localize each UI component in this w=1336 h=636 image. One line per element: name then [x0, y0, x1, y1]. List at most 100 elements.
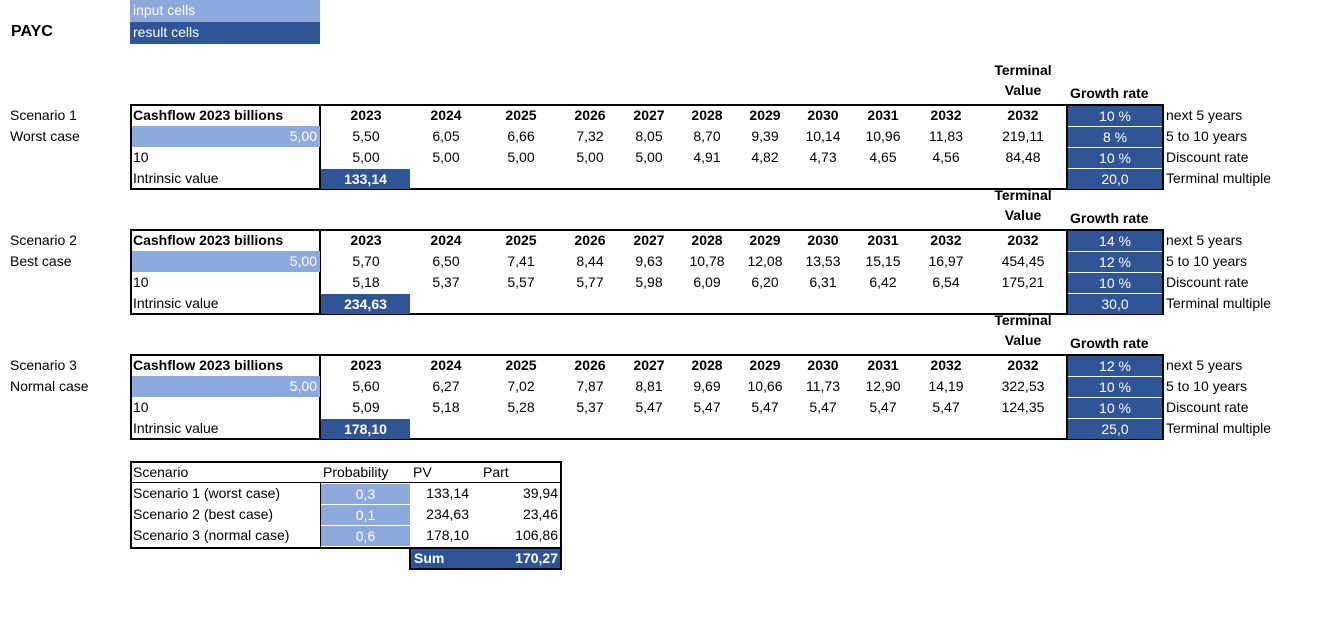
year-header: 2029 — [749, 232, 781, 248]
scenario-case: Worst case — [10, 128, 80, 144]
summary-row-probability[interactable]: 0,6 — [321, 526, 410, 546]
year-header: 2025 — [505, 107, 537, 123]
legend-result-cells: result cells — [130, 22, 320, 44]
scenario-case: Normal case — [10, 378, 89, 394]
terminal-pv: 175,21 — [1001, 274, 1045, 290]
param-label: next 5 years — [1166, 107, 1243, 123]
cashflow-input[interactable]: 5,00 — [132, 251, 320, 272]
param-value[interactable]: 20,0 — [1068, 169, 1162, 189]
label-column-box — [130, 104, 321, 190]
year-header: 2027 — [633, 232, 665, 248]
year-header: 2027 — [633, 357, 665, 373]
cashflow-input[interactable]: 5,00 — [132, 376, 320, 397]
year-header: 2025 — [505, 357, 537, 373]
cashflow-value: 8,81 — [635, 378, 663, 394]
year-header: 2023 — [350, 357, 382, 373]
terminal-value: 454,45 — [1001, 253, 1045, 269]
discounted-value: 6,42 — [869, 274, 897, 290]
intrinsic-value: 178,10 — [321, 419, 410, 439]
param-value[interactable]: 10 % — [1068, 377, 1162, 397]
discounted-value: 4,65 — [869, 149, 897, 165]
cashflow-value: 8,44 — [576, 253, 604, 269]
discounted-value: 5,47 — [932, 399, 960, 415]
terminal-header-line1: Terminal — [994, 187, 1052, 203]
summary-row-probability[interactable]: 0,1 — [321, 505, 410, 525]
summary-row-scenario: Scenario 3 (normal case) — [133, 527, 290, 543]
year-header: 2026 — [574, 232, 606, 248]
param-value[interactable]: 30,0 — [1068, 294, 1162, 314]
scenario-name: Scenario 2 — [10, 232, 77, 248]
discounted-value: 5,00 — [507, 149, 535, 165]
cashflow-value: 12,90 — [865, 378, 901, 394]
cashflow-value: 14,19 — [928, 378, 964, 394]
years-count: 10 — [133, 274, 149, 290]
year-header: 2032 — [930, 107, 962, 123]
discounted-value: 6,09 — [693, 274, 721, 290]
param-label: next 5 years — [1166, 357, 1243, 373]
cashflow-value: 5,70 — [352, 253, 380, 269]
params-box — [1066, 104, 1164, 190]
year-header: 2029 — [749, 107, 781, 123]
terminal-value: 219,11 — [1002, 128, 1044, 144]
company-ticker: PAYC — [11, 23, 53, 40]
cashflow-value: 10,96 — [865, 128, 901, 144]
param-value[interactable]: 12 % — [1068, 356, 1162, 376]
intrinsic-value: 234,63 — [321, 294, 410, 314]
cashflow-value: 7,32 — [576, 128, 604, 144]
discounted-value: 5,00 — [576, 149, 604, 165]
cashflow-input[interactable]: 5,00 — [132, 126, 320, 147]
terminal-header-line2: Value — [1004, 82, 1042, 98]
param-label: Terminal multiple — [1166, 295, 1272, 311]
summary-row-scenario: Scenario 2 (best case) — [133, 506, 274, 522]
intrinsic-label: Intrinsic value — [133, 295, 219, 311]
scenario-case: Best case — [10, 253, 72, 269]
year-header: 2025 — [505, 232, 537, 248]
cashflow-value: 12,08 — [747, 253, 783, 269]
discounted-value: 5,57 — [507, 274, 535, 290]
discounted-value: 4,56 — [932, 149, 960, 165]
cashflow-value: 6,27 — [432, 378, 460, 394]
param-value[interactable]: 8 % — [1068, 127, 1162, 147]
terminal-value: 322,53 — [1001, 378, 1045, 394]
year-header: 2030 — [807, 232, 839, 248]
cashflow-value: 10,78 — [689, 253, 725, 269]
terminal-year: 2032 — [1007, 107, 1039, 123]
summary-row-pv: 178,10 — [426, 527, 469, 543]
param-value[interactable]: 12 % — [1068, 252, 1162, 272]
year-header: 2032 — [930, 357, 962, 373]
discounted-value: 4,73 — [809, 149, 837, 165]
terminal-header-line1: Terminal — [994, 62, 1052, 78]
terminal-header-line2: Value — [1004, 207, 1042, 223]
discounted-value: 5,28 — [507, 399, 535, 415]
intrinsic-value: 133,14 — [321, 169, 410, 189]
param-value[interactable]: 10 % — [1068, 398, 1162, 418]
discounted-value: 5,09 — [352, 399, 380, 415]
year-header: 2029 — [749, 357, 781, 373]
year-header: 2024 — [430, 232, 462, 248]
summary-header-part: Part — [483, 464, 509, 480]
cashflow-value: 5,60 — [352, 378, 380, 394]
cashflow-label: Cashflow 2023 billions — [133, 232, 284, 248]
cashflow-value: 16,97 — [928, 253, 964, 269]
growth-rate-header: Growth rate — [1070, 335, 1149, 351]
discounted-value: 5,47 — [809, 399, 837, 415]
cashflow-value: 8,05 — [635, 128, 663, 144]
cashflow-value: 7,41 — [507, 253, 535, 269]
terminal-pv: 84,48 — [1005, 149, 1041, 165]
param-value[interactable]: 25,0 — [1068, 419, 1162, 439]
cashflow-value: 5,50 — [352, 128, 380, 144]
param-value[interactable]: 10 % — [1068, 273, 1162, 293]
cashflow-label: Cashflow 2023 billions — [133, 107, 284, 123]
discounted-value: 6,54 — [932, 274, 960, 290]
scenario-name: Scenario 3 — [10, 357, 77, 373]
summary-row-part: 23,46 — [522, 506, 558, 522]
summary-header-pv: PV — [413, 464, 432, 480]
param-value[interactable]: 14 % — [1068, 231, 1162, 251]
param-value[interactable]: 10 % — [1068, 106, 1162, 126]
param-label: Discount rate — [1166, 399, 1249, 415]
intrinsic-label: Intrinsic value — [133, 170, 219, 186]
summary-row-probability[interactable]: 0,3 — [321, 484, 410, 504]
discounted-value: 5,00 — [432, 149, 460, 165]
discounted-value: 5,47 — [693, 399, 721, 415]
param-value[interactable]: 10 % — [1068, 148, 1162, 168]
